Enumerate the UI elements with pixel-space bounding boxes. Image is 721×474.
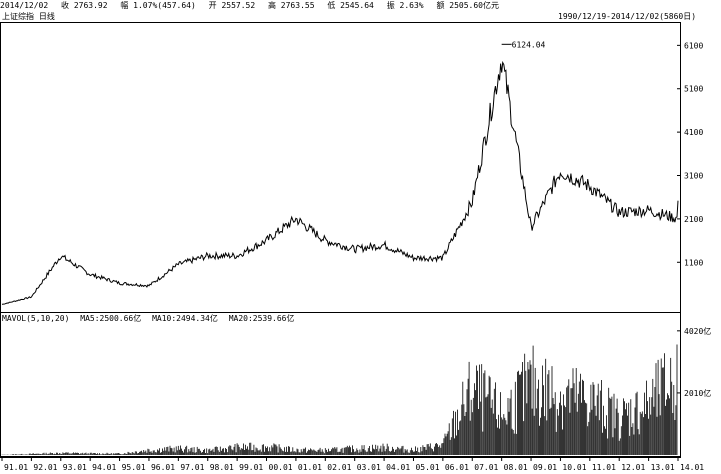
index-title: 上证综指 日线 <box>2 12 55 21</box>
volume-legend-ma10: MA10:2494.34亿 <box>152 314 218 323</box>
volume-legend-ma20: MA20:2539.66亿 <box>228 314 295 323</box>
price-tick-label: 1100 <box>684 258 703 267</box>
date-tick-label: 13.01 <box>651 463 675 472</box>
volume-tick-label: 2010亿 <box>684 388 711 398</box>
quote-amount: 额 2505.60亿元 <box>436 1 499 10</box>
quote-amplitude: 振 2.63% <box>386 1 424 10</box>
date-range: 1990/12/19-2014/12/02(5860日) <box>558 12 697 21</box>
date-tick-label: 04.01 <box>386 463 410 472</box>
price-tick-label: 2100 <box>684 215 703 224</box>
date-tick-label: 14.01 <box>680 463 704 472</box>
quote-date: 2014/12/02 <box>0 1 49 10</box>
price-axis: 1100 2100 3100 4100 5100 6100 <box>677 41 703 267</box>
date-tick-label: 02.01 <box>327 463 351 472</box>
price-tick-label: 6100 <box>684 41 703 50</box>
date-tick-label: 98.01 <box>210 463 234 472</box>
volume-legend-ma5: MA5:2500.66亿 <box>80 314 142 323</box>
quote-high: 高 2763.55 <box>267 1 315 10</box>
date-tick-label: 95.01 <box>122 463 146 472</box>
volume-tick-label: 4020亿 <box>684 326 711 336</box>
date-tick-label: 99.01 <box>239 463 263 472</box>
price-tick-label: 4100 <box>684 128 703 137</box>
volume-legend: MAVOL(5,10,20) MA5:2500.66亿 MA10:2494.34… <box>2 314 301 324</box>
peak-value-label: 6124.04 <box>512 40 546 49</box>
date-tick-label: 93.01 <box>63 463 87 472</box>
volume-bars <box>1 344 678 455</box>
date-tick-label: 01.01 <box>298 463 322 472</box>
volume-legend-label: MAVOL(5,10,20) <box>2 314 70 323</box>
date-tick-label: 06.01 <box>445 463 469 472</box>
quote-low: 低 2545.64 <box>327 1 374 10</box>
chart-subheader: 上证综指 日线 1990/12/19-2014/12/02(5860日) <box>0 11 721 23</box>
date-tick-label: 08.01 <box>504 463 528 472</box>
date-tick-label: 03.01 <box>357 463 381 472</box>
quote-info-bar: 2014/12/02 收 2763.92 幅 1.07%(457.64) 开 2… <box>0 0 721 12</box>
date-axis: 91.01 92.01 93.01 94.01 95.01 96.01 97.01 98.01… <box>1 457 704 472</box>
price-tick-label: 3100 <box>684 172 703 181</box>
quote-close: 收 2763.92 <box>61 1 108 10</box>
peak-annotation: 6124.04 <box>501 40 546 49</box>
date-tick-label: 91.01 <box>4 463 28 472</box>
date-tick-label: 05.01 <box>415 463 439 472</box>
date-tick-label: 94.01 <box>92 463 116 472</box>
price-panel-frame <box>0 22 681 313</box>
date-tick-label: 11.01 <box>592 463 616 472</box>
date-tick-label: 12.01 <box>621 463 645 472</box>
price-series-line <box>1 60 679 305</box>
date-tick-label: 92.01 <box>33 463 57 472</box>
quote-open: 开 2557.52 <box>208 1 256 10</box>
date-tick-label: 10.01 <box>562 463 586 472</box>
date-tick-label: 07.01 <box>474 463 498 472</box>
date-tick-label: 09.01 <box>533 463 557 472</box>
volume-panel-frame <box>0 312 681 457</box>
date-tick-label: 97.01 <box>180 463 204 472</box>
quote-change: 幅 1.07%(457.64) <box>120 1 196 10</box>
price-tick-label: 5100 <box>684 85 703 94</box>
date-tick-label: 96.01 <box>151 463 175 472</box>
date-tick-label: 00.01 <box>269 463 293 472</box>
volume-axis: 2010亿 4020亿 <box>677 326 711 398</box>
